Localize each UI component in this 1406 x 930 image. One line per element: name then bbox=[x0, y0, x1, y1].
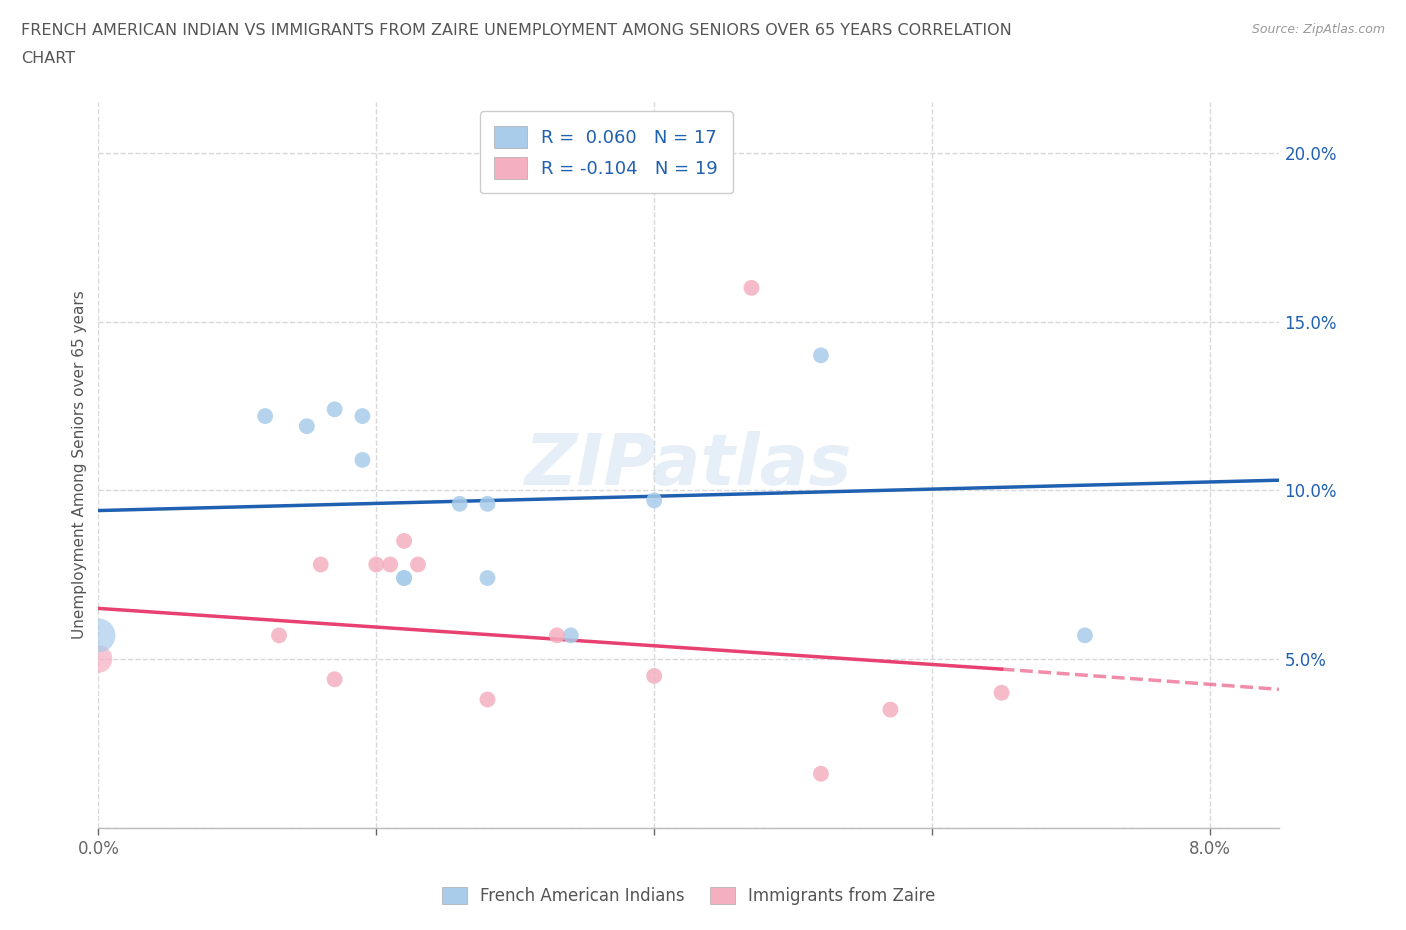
Point bbox=[380, 557, 402, 572]
Point bbox=[477, 571, 499, 586]
Point bbox=[560, 628, 582, 643]
Text: Source: ZipAtlas.com: Source: ZipAtlas.com bbox=[1251, 23, 1385, 36]
Text: ZIPatlas: ZIPatlas bbox=[526, 431, 852, 499]
Point bbox=[740, 281, 762, 296]
Point bbox=[810, 766, 832, 781]
Legend: French American Indians, Immigrants from Zaire: French American Indians, Immigrants from… bbox=[441, 887, 936, 905]
Point bbox=[392, 571, 415, 586]
Point bbox=[477, 692, 499, 707]
Point bbox=[87, 652, 110, 667]
Point bbox=[366, 557, 388, 572]
Point bbox=[267, 628, 290, 643]
Text: FRENCH AMERICAN INDIAN VS IMMIGRANTS FROM ZAIRE UNEMPLOYMENT AMONG SENIORS OVER : FRENCH AMERICAN INDIAN VS IMMIGRANTS FRO… bbox=[21, 23, 1012, 38]
Point bbox=[352, 408, 374, 423]
Point bbox=[546, 628, 568, 643]
Point bbox=[879, 702, 901, 717]
Point bbox=[406, 557, 429, 572]
Point bbox=[87, 628, 110, 643]
Point bbox=[392, 534, 415, 549]
Point bbox=[449, 497, 471, 512]
Point bbox=[643, 669, 665, 684]
Point bbox=[1074, 628, 1097, 643]
Point bbox=[323, 671, 346, 686]
Point bbox=[392, 571, 415, 586]
Point bbox=[309, 557, 332, 572]
Y-axis label: Unemployment Among Seniors over 65 years: Unemployment Among Seniors over 65 years bbox=[72, 290, 87, 640]
Point bbox=[990, 685, 1012, 700]
Point bbox=[254, 408, 277, 423]
Point bbox=[810, 348, 832, 363]
Point bbox=[323, 402, 346, 417]
Point bbox=[643, 493, 665, 508]
Point bbox=[352, 453, 374, 468]
Point bbox=[295, 418, 318, 433]
Point bbox=[477, 497, 499, 512]
Text: CHART: CHART bbox=[21, 51, 75, 66]
